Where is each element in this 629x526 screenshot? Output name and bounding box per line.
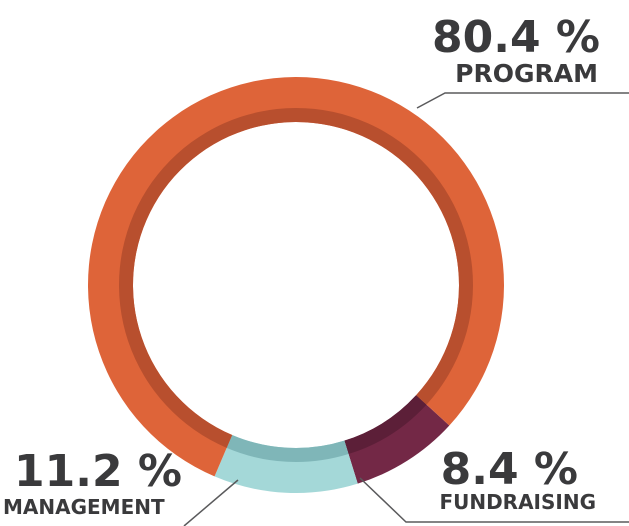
donut-slice-shadow-management: [226, 434, 349, 462]
donut-slice-fundraising: [344, 395, 450, 484]
donut-slice-shadow-program: [118, 107, 473, 448]
donut-slice-shadow-fundraising: [344, 395, 427, 455]
program-category-label: PROGRAM: [455, 59, 598, 88]
leader-line-management: [183, 479, 239, 526]
program-value-label: 80.4 %: [432, 12, 600, 63]
leader-lines: [183, 92, 629, 526]
donut-slice-program: [88, 76, 505, 477]
donut-slices: [88, 76, 505, 493]
leader-line-fundraising: [359, 477, 629, 523]
fundraising-value-label: 8.4 %: [441, 444, 578, 495]
leader-line-program: [416, 92, 629, 109]
fundraising-category-label: FUNDRAISING: [439, 490, 596, 514]
management-value-label: 11.2 %: [14, 446, 182, 497]
management-category-label: MANAGEMENT: [3, 495, 165, 519]
